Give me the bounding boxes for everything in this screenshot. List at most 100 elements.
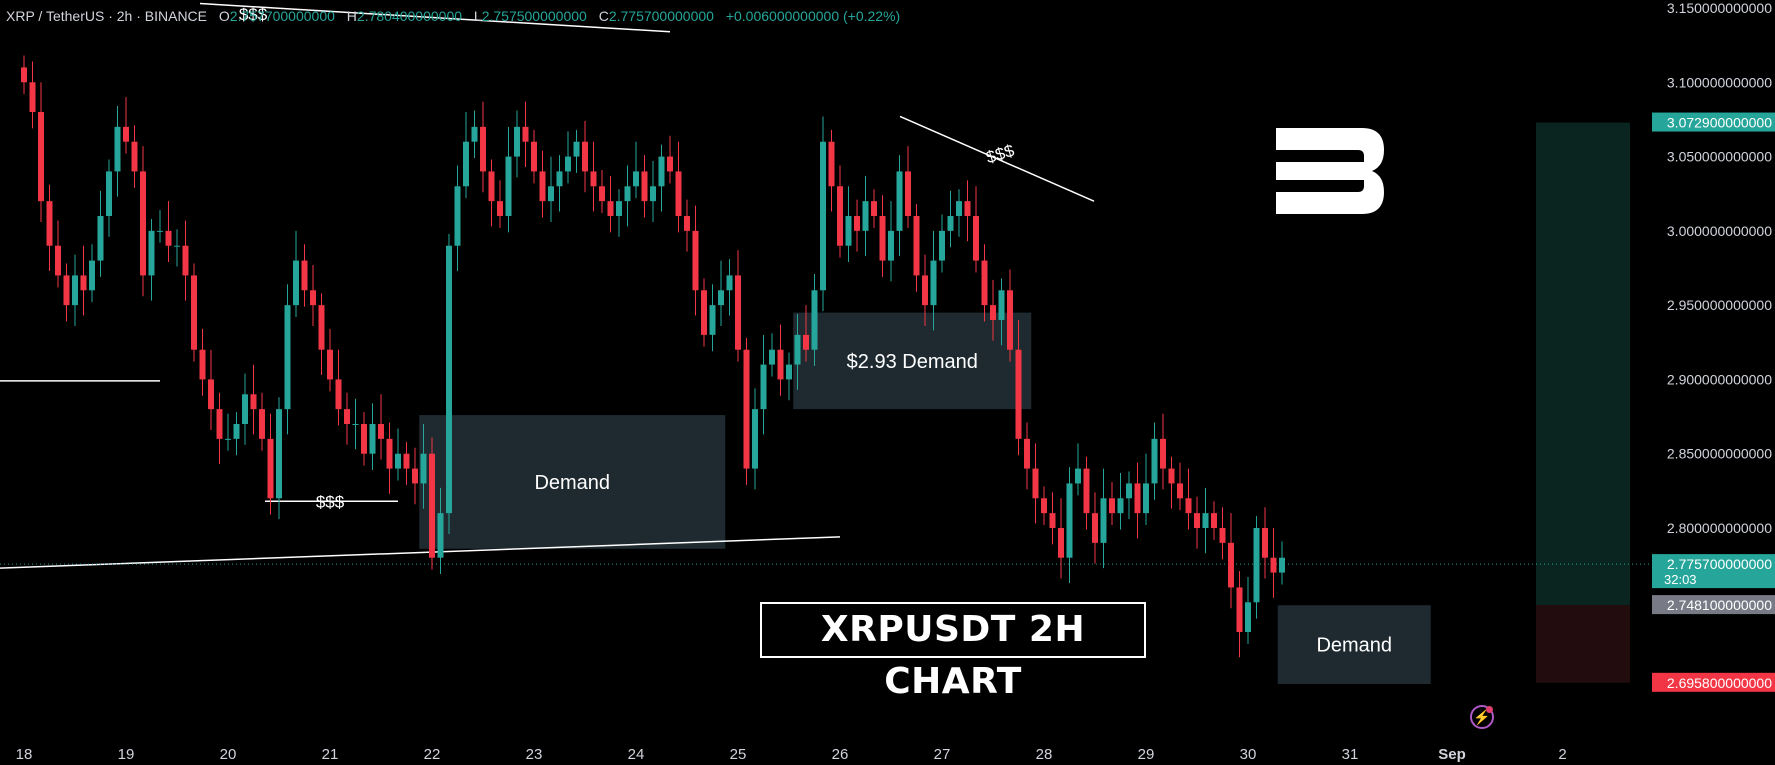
candle-body [692,230,699,291]
candle-body [242,394,248,424]
candle-body [403,453,410,469]
candle-body [140,171,146,276]
candlesticks [21,55,1285,658]
y-tick-label: 2.800000000000 [1667,520,1772,536]
candle-body [1092,513,1098,543]
price-tag-label: 2.775700000000 [1667,556,1772,572]
candle-body [777,349,784,380]
candle-body [1211,513,1217,528]
candle-body [709,305,716,335]
candle-body [641,171,648,202]
close-label: C [598,8,609,24]
candle-body [233,424,240,439]
x-tick-label: 22 [424,746,441,763]
x-tick-label: 28 [1036,746,1053,763]
x-tick-label: 25 [730,746,747,763]
price-tag-label: 2.695800000000 [1667,675,1772,691]
candle-body [888,230,894,261]
candle-body [1075,468,1081,484]
candle-body [735,275,741,350]
candle-body [1100,498,1107,543]
x-tick-label: 21 [322,746,339,763]
candle-body [378,424,384,439]
candle-body [114,126,121,172]
candle-body [412,468,418,484]
high-label: H [346,8,357,24]
support-trendline [0,536,841,569]
price-tag-label: 2.748100000000 [1667,597,1772,613]
resistance-trendline [199,2,671,33]
candle-body [905,171,911,216]
candle-body [981,260,988,306]
candle-body [276,409,282,499]
candle-body [862,201,869,231]
candle-body [488,171,495,202]
price-axis: 2.800000000000 2.850000000000 2.9000000000… [1652,0,1775,692]
candle-body [1262,528,1268,558]
candle-body [80,275,87,291]
candle-body [573,141,580,157]
candle-body [293,260,299,306]
candle-body [106,171,112,216]
candle-body [335,379,342,410]
candle-body [497,201,503,216]
price-tag [1652,112,1775,132]
candle-body [1177,483,1183,499]
chart-title: XRPUSDT 2H CHART [760,602,1146,702]
candle-body [607,201,614,216]
notification-dot [1486,706,1493,713]
low-label: L [473,8,482,24]
candle-body [148,230,155,276]
lightning-icon[interactable]: ⚡ [1470,705,1494,729]
candle-body [97,216,104,261]
candle-body [1151,438,1158,484]
candle-body [922,275,928,306]
candle-body [667,156,673,172]
x-tick-label: 26 [832,746,849,763]
candle-body [743,349,750,469]
y-tick-label: 2.900000000000 [1667,371,1772,387]
candle-body [191,275,197,350]
candle-body [582,141,588,172]
candle-body [1117,498,1124,514]
candle-body [174,245,180,247]
candle-body [913,216,920,276]
candle-body [752,409,758,469]
candle-body [522,126,529,142]
candle-body [854,216,860,231]
candle-body [259,409,265,439]
target-zone [1536,122,1630,606]
candle-body [267,438,274,499]
x-tick-label: 19 [118,746,135,763]
time-axis: 18 19 20 21 22 23 24 25 26 27 28 29 30 31 Sep 2 [16,746,1567,763]
candle-body [556,171,563,187]
candle-body [658,156,665,187]
candle-body [216,409,223,439]
countdown-label: 32:03 [1664,572,1697,587]
x-tick-label: 31 [1342,746,1359,763]
candle-body [837,186,843,246]
y-tick-label: 2.850000000000 [1667,446,1772,462]
candle-body [1083,468,1090,514]
candle-body [327,349,333,380]
candle-body [548,186,554,202]
candle-body [284,305,291,410]
candle-body [964,201,971,216]
candle-body [1109,498,1115,514]
candle-body [1007,290,1013,350]
candle-body [38,112,44,202]
candle-body [1015,349,1022,439]
candle-body [1228,542,1234,588]
candle-body [123,126,129,142]
candle-body [1202,513,1209,528]
candle-body [386,438,393,469]
candle-body [794,334,801,365]
candle-body [199,349,206,380]
candle-body [1066,483,1073,558]
brand-logo-icon [1276,128,1384,214]
candle-body [1058,528,1064,558]
candle-body [46,201,53,246]
candle-body [624,186,631,202]
candle-body [182,245,189,276]
